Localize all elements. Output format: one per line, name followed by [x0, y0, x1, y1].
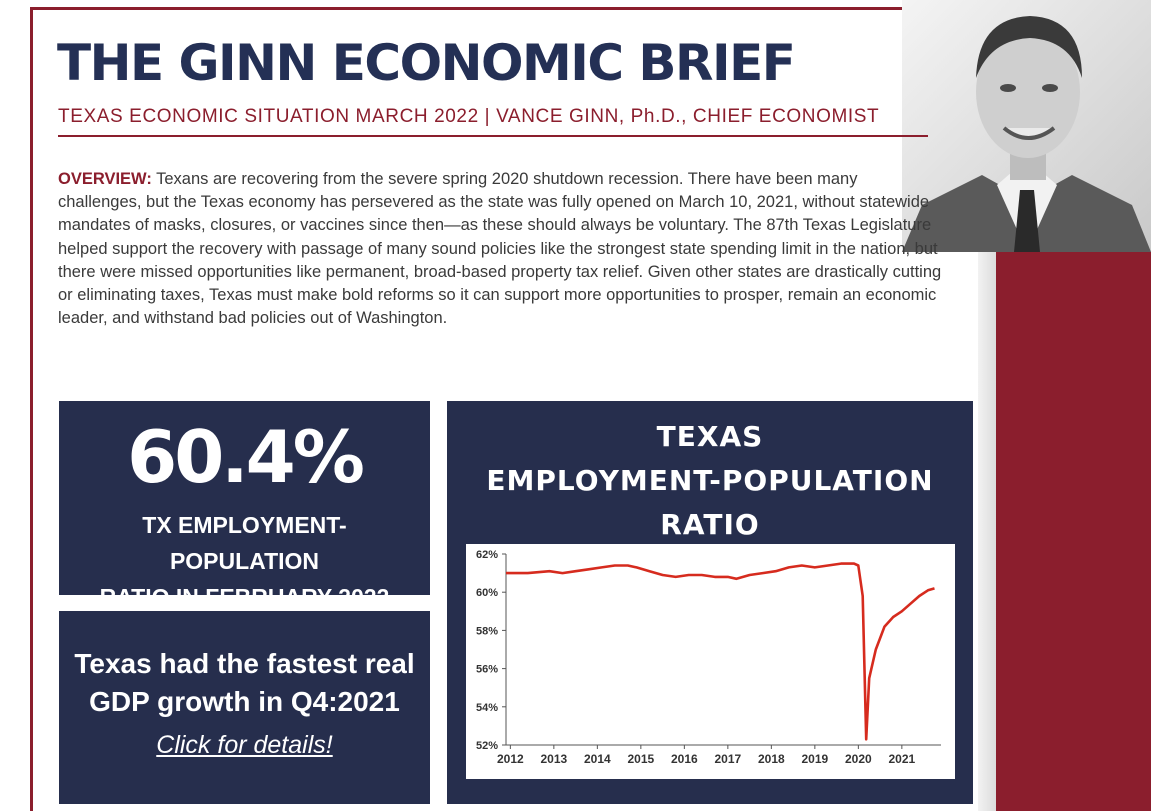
chart-title-line2: EMPLOYMENT-POPULATION [486, 464, 934, 497]
employment-ratio-chart: 52% 54% 56% 58% 60% 62% 2012 2013 2014 2015 2016 20… [476, 549, 941, 766]
stat-card: 60.4% TX EMPLOYMENT-POPULATION RATIO IN … [59, 401, 430, 610]
x-tick-label: 2013 [540, 752, 567, 766]
gdp-line2: GDP growth in Q4:2021 [89, 686, 400, 717]
x-tick-label: 2018 [758, 752, 785, 766]
x-tick-label: 2020 [845, 752, 872, 766]
x-tick-label: 2016 [671, 752, 698, 766]
x-tick-label: 2012 [497, 752, 524, 766]
chart-plot-area: 52% 54% 56% 58% 60% 62% 2012 2013 2014 2015 2016 20… [466, 544, 955, 779]
x-tick-label: 2014 [584, 752, 611, 766]
chart-title-line1: TEXAS [656, 420, 764, 453]
y-tick-label: 52% [476, 740, 498, 752]
page-subtitle: TEXAS ECONOMIC SITUATION MARCH 2022 | VA… [58, 106, 880, 127]
x-tick-label: 2015 [627, 752, 654, 766]
series-line [506, 562, 935, 741]
y-tick-label: 58% [476, 625, 498, 637]
overview-lead: OVERVIEW: [58, 170, 152, 188]
x-tick-label: 2021 [888, 752, 915, 766]
left-rule [30, 7, 33, 811]
chart-title: TEXAS EMPLOYMENT-POPULATION RATIO [447, 415, 973, 547]
overview-paragraph: OVERVIEW: Texans are recovering from the… [58, 168, 943, 330]
page-title: THE GINN ECONOMIC BRIEF [57, 34, 796, 92]
stat-caption-line2: RATIO IN FEBRUARY 2022 [99, 584, 390, 610]
subtitle-divider [58, 135, 928, 137]
y-tick-label: 62% [476, 549, 498, 561]
author-portrait [902, 0, 1151, 252]
gdp-line1: Texas had the fastest real [74, 648, 415, 679]
x-tick-label: 2019 [801, 752, 828, 766]
overview-body: Texans are recovering from the severe sp… [58, 170, 942, 328]
top-rule [30, 7, 973, 10]
stat-caption: TX EMPLOYMENT-POPULATION RATIO IN FEBRUA… [69, 507, 420, 615]
stat-caption-line1: TX EMPLOYMENT-POPULATION [142, 512, 347, 574]
y-tick-label: 54% [476, 702, 498, 714]
gdp-card[interactable]: Texas had the fastest real GDP growth in… [59, 611, 430, 804]
gdp-text: Texas had the fastest real GDP growth in… [69, 645, 420, 721]
y-tick-label: 60% [476, 587, 498, 599]
chart-title-line3: RATIO [660, 508, 760, 541]
chart-card: TEXAS EMPLOYMENT-POPULATION RATIO 52% 54%… [447, 401, 973, 804]
y-tick-label: 56% [476, 664, 498, 676]
x-tick-label: 2017 [714, 752, 741, 766]
stat-value: 60.4% [127, 415, 365, 499]
details-link[interactable]: Click for details! [156, 731, 333, 759]
